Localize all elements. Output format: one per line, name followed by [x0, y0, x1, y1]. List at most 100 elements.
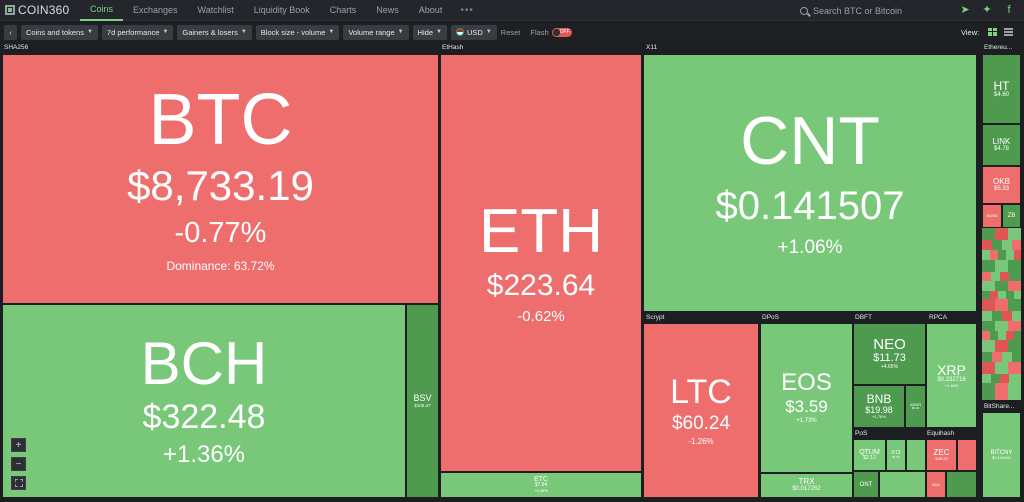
- hide-dropdown[interactable]: Hide ▼: [412, 24, 447, 40]
- coins-tokens-dropdown[interactable]: Coins and tokens ▼: [21, 24, 98, 40]
- filter-toolbar: ‹ Coins and tokens ▼ 7d performance ▼ Gain…: [0, 22, 1024, 42]
- coin-tile-okb[interactable]: OKB $5.33: [982, 166, 1021, 204]
- coin-tile-xrp[interactable]: XRP $0.232716 +1.48%: [926, 323, 977, 428]
- coin-tile-bitcny[interactable]: BITCNY $0.141501: [982, 412, 1021, 498]
- performance-dropdown[interactable]: 7d performance ▼: [101, 24, 174, 40]
- coin-tile-eth[interactable]: ETH $223.64 -0.62%: [440, 54, 642, 472]
- coin-price: $105.47: [414, 402, 431, 408]
- nav-news[interactable]: News: [376, 5, 399, 15]
- logo[interactable]: COIN360: [0, 0, 80, 21]
- coin-price: $60.24: [671, 412, 731, 434]
- coin-tile-busd[interactable]: BUSD: [982, 204, 1002, 228]
- nav-coins[interactable]: Coins: [80, 0, 124, 21]
- coin-symbol: TRX: [798, 477, 815, 487]
- coin-price: $1.03: [892, 454, 900, 459]
- coin-tile-equihash-small[interactable]: [957, 439, 977, 471]
- chevron-down-icon: ▼: [436, 29, 442, 35]
- coin-symbol: ZEC: [933, 447, 950, 457]
- coins-tokens-label: Coins and tokens: [26, 27, 84, 37]
- coin-price: $223.64: [486, 269, 596, 303]
- coin-tile-pos-small[interactable]: [906, 439, 926, 471]
- currency-dropdown[interactable]: USD ▼: [450, 24, 497, 40]
- coin-tile-btc[interactable]: BTC $8,733.19 -0.77% Dominance: 63.72%: [2, 54, 439, 304]
- coin-price: $38.23: [935, 455, 948, 461]
- block-size-label: Block size - volume: [260, 27, 326, 37]
- twitter-icon[interactable]: ✦: [982, 4, 992, 16]
- coin-tile-ont[interactable]: ONT: [853, 471, 879, 498]
- facebook-icon[interactable]: f: [1007, 4, 1011, 16]
- coin-tile-etc[interactable]: ETC $7.94 +0.36%: [440, 472, 642, 498]
- coin-change: +4.65%: [880, 363, 899, 370]
- search-box[interactable]: Search BTC or Bitcoin: [800, 2, 950, 19]
- coin-tile-cnt[interactable]: CNT $0.141507 +1.06%: [643, 54, 977, 312]
- coin-tile-xtz[interactable]: XTZ $1.03: [886, 439, 906, 471]
- treemap-view-icon[interactable]: [988, 28, 997, 36]
- coin-change: +1.76%: [872, 414, 886, 420]
- coin-symbol: XTZ: [891, 449, 901, 456]
- back-button[interactable]: ‹: [4, 24, 17, 40]
- us-flag-icon: [455, 28, 464, 36]
- coin-price: $5.33: [993, 185, 1009, 192]
- top-nav: COIN360 Coins Exchanges Watchlist Liquid…: [0, 0, 1024, 21]
- coin-price: $11.73: [873, 352, 906, 365]
- logo-text: COIN360: [18, 3, 70, 17]
- coin-symbol: BTC: [148, 80, 293, 161]
- coin-symbol: ETC: [534, 476, 548, 484]
- search-icon: [800, 6, 808, 15]
- zoom-in-button[interactable]: +: [11, 438, 26, 452]
- coin-tile-ardr[interactable]: ARDR $0.06: [905, 385, 926, 428]
- group-label-bitshares: BitShare...: [984, 403, 1015, 410]
- plus-icon: +: [15, 439, 22, 451]
- coin-price: $8,733.19: [127, 162, 314, 210]
- volume-range-dropdown[interactable]: Volume range ▼: [343, 24, 409, 40]
- coin-tile-ada[interactable]: ADA: [926, 471, 946, 498]
- coin-tile-link[interactable]: LINK $4.78: [982, 124, 1021, 166]
- nav-liquidity-book[interactable]: Liquidity Book: [253, 5, 310, 15]
- flash-toggle[interactable]: OFF: [551, 27, 572, 37]
- nav-about[interactable]: About: [418, 5, 443, 15]
- group-label-equihash: Equihash: [927, 430, 955, 437]
- block-size-dropdown[interactable]: Block size - volume ▼: [255, 24, 340, 40]
- nav-more-icon[interactable]: •••: [460, 4, 474, 16]
- coin-symbol: ADA: [931, 481, 941, 487]
- fullscreen-button[interactable]: [11, 476, 26, 490]
- coin-tile-ht[interactable]: HT $4.60: [982, 54, 1021, 124]
- coin-price: $19.98: [865, 405, 893, 416]
- coin-tile-qtum[interactable]: QTUM $2.12: [853, 439, 886, 471]
- coin-price: $0.017262: [792, 486, 821, 493]
- coin-change: -1.26%: [688, 436, 714, 446]
- coin-tile-bch[interactable]: BCH $322.48 +1.36%: [2, 304, 406, 498]
- coin-tile-zec[interactable]: ZEC $38.23: [926, 439, 957, 471]
- coin-tile-pos-misc[interactable]: [879, 471, 926, 498]
- token-mosaic[interactable]: [982, 228, 1021, 400]
- coin-tile-zb[interactable]: ZB: [1002, 204, 1021, 228]
- chevron-down-icon: ▼: [240, 29, 247, 35]
- coin-symbol: ONT: [859, 481, 873, 488]
- coin-tile-eos[interactable]: EOS $3.59 +1.73%: [760, 323, 853, 473]
- list-view-icon[interactable]: [1004, 28, 1013, 36]
- coin-symbol: ZB: [1007, 213, 1016, 219]
- coin-tile-ltc[interactable]: LTC $60.24 -1.26%: [643, 323, 759, 498]
- coin-tile-misc[interactable]: [946, 471, 977, 498]
- reset-button[interactable]: Reset: [500, 27, 521, 37]
- coin-tile-bnb[interactable]: BNB $19.98 +1.76%: [853, 385, 905, 428]
- gainers-losers-dropdown[interactable]: Gainers & losers ▼: [177, 24, 252, 40]
- coin-tile-bsv[interactable]: BSV $105.47: [406, 304, 439, 498]
- telegram-icon[interactable]: ➤: [960, 4, 970, 16]
- zoom-out-button[interactable]: −: [11, 457, 26, 471]
- hide-label: Hide: [417, 27, 434, 37]
- coin-tile-trx[interactable]: TRX $0.017262: [760, 473, 853, 498]
- nav-exchanges[interactable]: Exchanges: [133, 5, 178, 15]
- group-label-x11: X11: [646, 44, 658, 51]
- gainers-losers-label: Gainers & losers: [182, 27, 238, 37]
- coin-symbol: OKB: [993, 176, 1010, 186]
- nav-charts[interactable]: Charts: [329, 5, 357, 15]
- flash-label: Flash: [530, 27, 549, 37]
- logo-icon: [5, 5, 15, 15]
- coin-symbol: BSV: [413, 392, 432, 403]
- view-label: View:: [961, 28, 980, 37]
- group-label-rpca: RPCA: [929, 314, 948, 321]
- group-label-scrypt: Scrypt: [646, 314, 665, 321]
- coin-tile-neo[interactable]: NEO $11.73 +4.65%: [853, 323, 926, 385]
- nav-watchlist[interactable]: Watchlist: [197, 5, 234, 15]
